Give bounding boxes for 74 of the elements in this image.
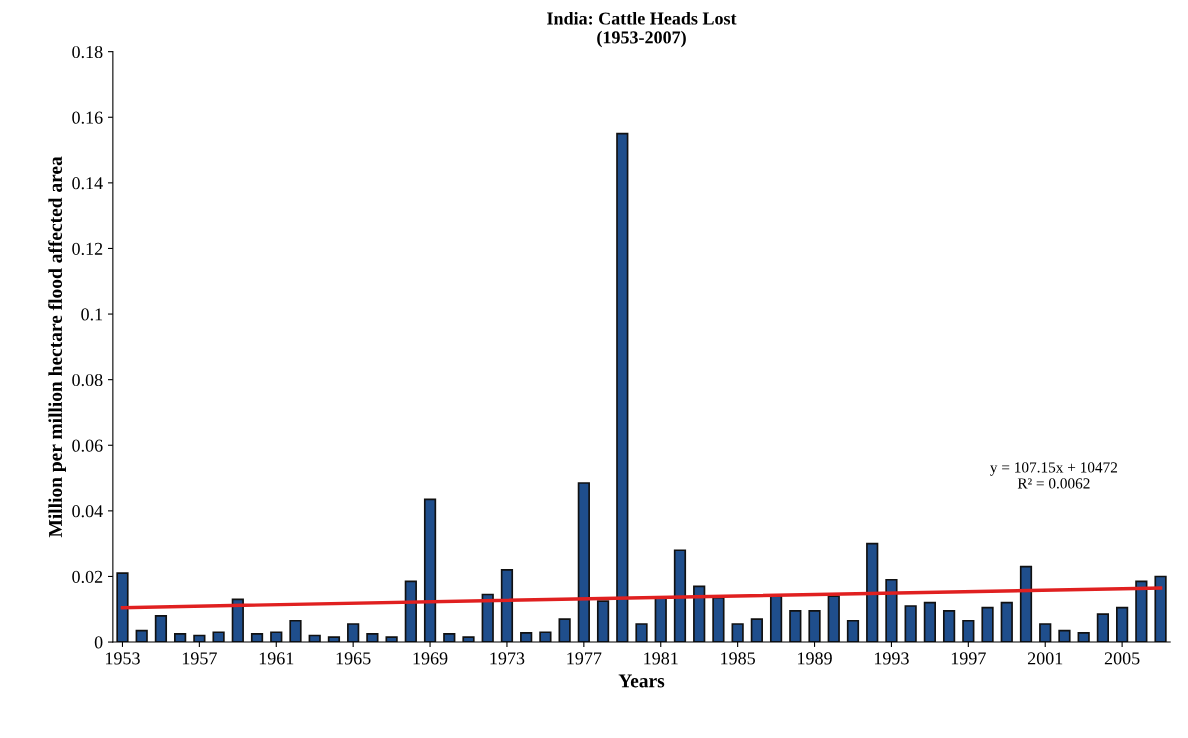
- bar: [520, 632, 533, 643]
- bar: [1058, 629, 1071, 643]
- bar: [385, 636, 398, 643]
- bar: [154, 614, 168, 643]
- bar: [942, 610, 956, 643]
- x-tick-label: 1981: [644, 652, 678, 665]
- bar: [769, 595, 783, 643]
- bar: [462, 636, 475, 643]
- bar: [731, 623, 744, 643]
- bar: [289, 619, 302, 643]
- bar: [1077, 632, 1090, 643]
- bar: [1019, 565, 1033, 643]
- bar: [712, 596, 725, 643]
- x-tick-label: 2001: [1027, 652, 1063, 665]
- x-axis-title: Years: [618, 674, 665, 688]
- bar: [270, 631, 283, 643]
- bar: [827, 595, 840, 643]
- y-tick-label: 0.12: [72, 242, 103, 255]
- bar: [693, 585, 706, 643]
- bar: [404, 580, 417, 643]
- x-tick-label: 1989: [798, 652, 832, 665]
- bar: [808, 610, 821, 643]
- bar: [654, 596, 667, 643]
- bar: [366, 633, 379, 643]
- y-tick-label: 0.1: [81, 308, 103, 321]
- bar: [423, 498, 437, 643]
- bar: [923, 601, 937, 643]
- bar: [577, 482, 590, 643]
- x-tick-label: 1953: [106, 652, 140, 665]
- y-tick-label: 0: [94, 636, 103, 649]
- bar: [539, 631, 552, 643]
- chart-title: India: Cattle Heads Lost (1953-2007): [547, 11, 737, 48]
- x-tick-label: 1969: [413, 652, 448, 665]
- y-tick-label: 0.14: [72, 177, 103, 190]
- y-axis-title: Million per million hectare flood affected area: [48, 156, 66, 538]
- bar: [1000, 601, 1013, 643]
- x-tick-label: 1965: [336, 652, 371, 665]
- bar: [616, 132, 629, 643]
- y-tick-label: 0.18: [72, 45, 103, 59]
- bar: [116, 572, 129, 643]
- bar: [885, 578, 898, 643]
- bar: [962, 619, 975, 643]
- y-tick-label: 0.04: [72, 505, 103, 518]
- bar: [1135, 580, 1148, 643]
- x-tick-label: 1997: [951, 652, 986, 665]
- x-tick-label: 2005: [1104, 652, 1140, 665]
- y-tick-label: 0.08: [72, 373, 103, 387]
- x-tick-label: 1957: [182, 652, 217, 665]
- annotation: y = 107.15x + 10472 R² = 0.0062: [990, 462, 1118, 489]
- bar: [866, 542, 879, 643]
- bar: [635, 623, 648, 643]
- bar: [846, 619, 860, 643]
- x-tick-label: 1973: [490, 652, 525, 665]
- x-tick-label: 1993: [874, 652, 909, 665]
- bar: [1154, 575, 1167, 643]
- bar: [347, 623, 360, 643]
- x-tick-label: 1985: [721, 652, 755, 665]
- bar: [500, 569, 514, 643]
- bar: [981, 606, 994, 643]
- bar: [558, 618, 571, 643]
- bar: [750, 618, 763, 643]
- bar: [904, 605, 917, 643]
- bar: [789, 610, 802, 643]
- y-tick-label: 0.06: [72, 439, 103, 452]
- y-tick-label: 0.16: [72, 111, 103, 124]
- bar: [673, 549, 687, 643]
- x-tick-label: 1977: [567, 652, 602, 665]
- bar: [1039, 623, 1052, 643]
- bar: [1115, 606, 1129, 643]
- bar: [212, 631, 225, 643]
- y-tick-label: 0.02: [72, 570, 103, 583]
- bar: [1096, 613, 1110, 643]
- x-tick-label: 1961: [259, 652, 294, 665]
- bar: [596, 600, 610, 643]
